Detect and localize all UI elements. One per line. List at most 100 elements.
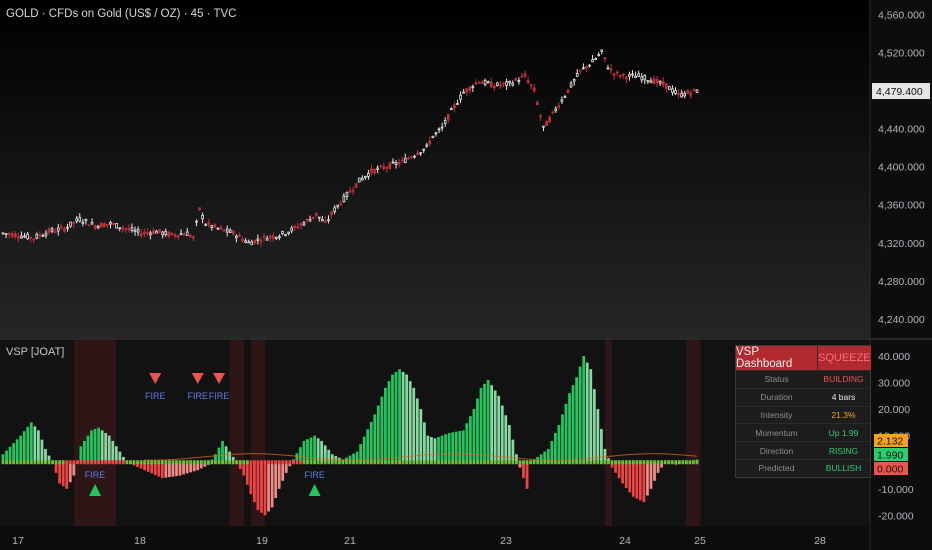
squeeze-dot xyxy=(454,460,458,465)
squeeze-dot xyxy=(550,460,554,465)
price-tick-label: 4,400.000 xyxy=(878,162,925,174)
candle-body xyxy=(499,84,502,87)
squeeze-dot xyxy=(451,460,455,465)
histogram-bar xyxy=(221,440,224,463)
candle-body xyxy=(32,238,36,241)
candle-body xyxy=(308,218,312,222)
squeeze-dot xyxy=(515,460,518,465)
squeeze-dot xyxy=(497,460,501,465)
candle-body xyxy=(572,79,576,82)
dashboard-title: VSP Dashboard xyxy=(736,346,818,370)
histogram-bar xyxy=(104,433,108,463)
squeeze-dot xyxy=(437,460,440,465)
fire-up-label: FIRE xyxy=(304,470,325,480)
squeeze-dot xyxy=(561,460,564,465)
candle-body xyxy=(520,75,524,78)
candle-body xyxy=(517,79,521,82)
squeeze-dot xyxy=(614,460,617,465)
squeeze-dot xyxy=(178,460,182,465)
histogram-bar xyxy=(1,454,5,463)
candle-body xyxy=(689,92,693,96)
squeeze-dot xyxy=(316,460,320,465)
histogram-bar xyxy=(437,436,440,463)
oscillator-tick-label: 40.000 xyxy=(878,351,910,363)
histogram-bar xyxy=(83,440,86,463)
candle-body xyxy=(625,76,628,80)
time-tick-label: 18 xyxy=(134,535,146,547)
histogram-bar xyxy=(600,429,603,463)
candle-body xyxy=(155,230,158,234)
candle-body xyxy=(557,105,561,108)
candle-body xyxy=(136,229,140,233)
candle-body xyxy=(462,91,465,94)
candle-body xyxy=(385,166,389,169)
squeeze-dot xyxy=(518,460,522,465)
fire-down-label: FIRE xyxy=(209,391,230,401)
histogram-bar xyxy=(199,462,203,469)
histogram-bar xyxy=(585,362,589,463)
squeeze-dot xyxy=(68,460,72,465)
candle-body xyxy=(354,183,358,188)
candle-body xyxy=(686,90,690,94)
histogram-bar xyxy=(58,462,62,484)
histogram-bar xyxy=(12,443,16,463)
candle-body xyxy=(440,126,444,129)
candle-body xyxy=(188,235,192,238)
squeeze-dot xyxy=(646,460,649,465)
histogram-bar xyxy=(295,453,299,463)
histogram-bar xyxy=(638,462,642,501)
squeeze-dot xyxy=(348,460,352,465)
squeeze-dot xyxy=(189,460,193,465)
candle-body xyxy=(480,82,484,84)
squeeze-dot xyxy=(624,460,628,465)
candle-body xyxy=(53,231,57,233)
candle-body xyxy=(161,231,165,236)
candle-body xyxy=(634,75,637,79)
histogram-bar xyxy=(168,462,171,478)
candle-body xyxy=(345,192,349,198)
squeeze-dot xyxy=(433,460,437,465)
candle-body xyxy=(535,102,539,105)
histogram-bar xyxy=(405,374,409,463)
histogram-bar xyxy=(444,434,447,463)
histogram-bar xyxy=(86,435,90,463)
candle-body xyxy=(185,231,189,236)
histogram-bar xyxy=(369,421,373,463)
indicator-title[interactable]: VSP [JOAT] xyxy=(6,346,65,358)
candle-body xyxy=(149,232,152,236)
histogram-bar xyxy=(114,446,118,463)
squeeze-dot xyxy=(153,460,157,465)
candle-body xyxy=(256,238,260,241)
candle-body xyxy=(468,86,472,92)
histogram-bar xyxy=(461,430,465,463)
candle-body xyxy=(655,78,659,84)
dashboard-row-value: BUILDING xyxy=(823,374,864,385)
candle-body xyxy=(416,152,419,155)
candle-body xyxy=(99,222,103,228)
value-badge-label: 2.132 xyxy=(877,436,903,448)
candle-body xyxy=(198,207,201,211)
histogram-bar xyxy=(214,454,217,463)
fire-up-arrow xyxy=(89,484,102,496)
squeeze-dot xyxy=(684,460,688,465)
dashboard-row-label: Predicted xyxy=(758,463,795,474)
squeeze-dot xyxy=(125,460,129,465)
squeeze-dot xyxy=(529,460,532,465)
candle-body xyxy=(302,222,306,226)
symbol-title: GOLD · CFDs on Gold (US$ / OZ) · 45 · TV… xyxy=(6,8,237,20)
candle-body xyxy=(281,230,284,235)
histogram-bar xyxy=(617,462,621,479)
candle-body xyxy=(164,230,168,236)
dashboard-rows: Status BUILDING Duration 4 bars Intensity 21.… xyxy=(736,370,870,477)
squeeze-dot xyxy=(507,460,511,465)
histogram-bar xyxy=(316,438,320,463)
squeeze-dot xyxy=(253,460,256,465)
squeeze-dot xyxy=(160,460,164,465)
histogram-bar xyxy=(274,462,278,499)
squeeze-dot xyxy=(688,460,692,465)
squeeze-dot xyxy=(5,460,8,465)
candle-body xyxy=(106,223,109,226)
candle-body xyxy=(17,236,20,239)
